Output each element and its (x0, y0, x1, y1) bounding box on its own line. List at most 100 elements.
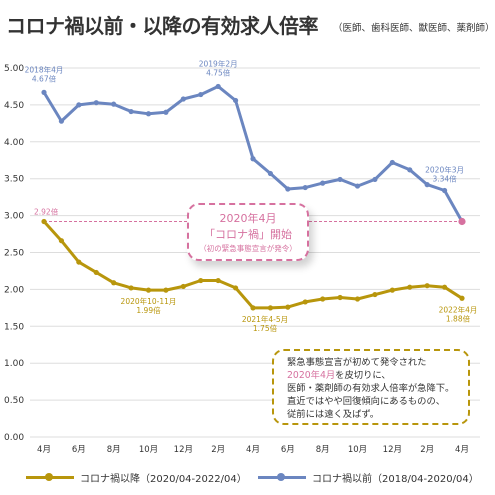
data-point (320, 296, 326, 302)
page-title: コロナ禍以前・以降の有効求人倍率 (6, 14, 319, 38)
callout-note: （初の緊急事態宣言が発令） (199, 244, 297, 253)
data-point (285, 304, 291, 310)
data-label: 2020年3月 (425, 165, 464, 175)
data-point (232, 97, 239, 104)
summary-line-5: 従前には遠く及ばず。 (287, 409, 380, 420)
summary-highlight: 2020年4月 (287, 370, 336, 381)
data-point (232, 285, 239, 291)
highlight-point (458, 217, 466, 226)
data-label: 3.34倍 (432, 174, 457, 184)
data-point (337, 294, 343, 301)
data-point (180, 96, 186, 102)
data-point (372, 291, 378, 298)
legend-swatch-after (26, 473, 74, 481)
x-tick-label: 10月 (348, 445, 367, 455)
data-point (93, 100, 99, 106)
data-label: 2018年4月 (25, 64, 64, 74)
data-point (354, 296, 361, 302)
data-point (76, 102, 82, 108)
callout-heading: 「コロナ禍」開始 (204, 228, 292, 241)
page-subtitle: （医師、歯科医師、獣医師、薬剤師） (333, 23, 495, 34)
data-point (354, 183, 361, 189)
legend-label-before: コロナ禍以前（2018/04-2020/04） (312, 474, 479, 485)
data-point (337, 176, 343, 183)
x-tick-label: 4月 (455, 445, 469, 455)
legend-swatch-before (258, 473, 306, 481)
series-lines (42, 84, 464, 310)
x-tick-label: 6月 (72, 445, 86, 455)
data-point (267, 170, 274, 177)
data-point (372, 176, 378, 183)
y-tick-label: 4.00 (4, 138, 24, 148)
data-point (407, 167, 413, 173)
data-point (285, 186, 291, 192)
x-tick-label: 2月 (211, 445, 225, 455)
y-tick-label: 2.00 (4, 285, 24, 295)
data-point (198, 277, 204, 284)
covid-start-callout: 2020年4月 「コロナ禍」開始 （初の緊急事態宣言が発令） (187, 203, 309, 261)
data-point (93, 269, 99, 276)
data-point (250, 156, 256, 162)
data-point (215, 277, 221, 284)
data-point (128, 285, 134, 291)
data-point (58, 118, 65, 124)
data-point (424, 283, 430, 289)
y-tick-label: 0.00 (4, 433, 24, 443)
data-point (58, 238, 65, 244)
data-point (198, 91, 204, 98)
y-tick-label: 3.00 (4, 212, 24, 222)
summary-line-1: 緊急事態宣言が初めて発令された (287, 357, 427, 368)
summary-line-2-rest: を皮切りに、 (335, 370, 391, 381)
data-point (389, 159, 395, 166)
y-tick-label: 3.50 (4, 175, 24, 185)
data-point (163, 109, 169, 115)
data-point (41, 218, 47, 225)
y-tick-label: 1.50 (4, 322, 24, 332)
y-tick-label: 0.50 (4, 396, 24, 406)
y-tick-label: 4.50 (4, 101, 24, 111)
summary-callout: 緊急事態宣言が初めて発令された 2020年4月を皮切りに、 医師・薬剤師の有効求… (272, 349, 470, 425)
data-point (111, 101, 117, 107)
data-point (302, 299, 308, 305)
y-tick-label: 1.00 (4, 359, 24, 369)
y-tick-label: 5.00 (4, 64, 24, 74)
data-point (180, 283, 186, 290)
x-tick-label: 12月 (383, 445, 402, 455)
data-point (41, 89, 47, 95)
data-point (407, 284, 413, 290)
x-axis-ticks: 4月 6月 8月 10月 12月 2月 4月 6月 8月 10月 12月 2月 4月 (37, 445, 469, 455)
data-label: 2020年10-11月 (121, 296, 177, 306)
y-tick-label: 2.50 (4, 249, 24, 259)
data-point (111, 280, 117, 286)
summary-line-3: 医師・薬剤師の有効求人倍率が急降下。 (287, 383, 455, 394)
data-point (145, 287, 152, 293)
x-tick-label: 4月 (37, 445, 51, 455)
data-point (441, 187, 448, 194)
data-point (145, 111, 152, 117)
data-label: 1.88倍 (446, 313, 471, 323)
x-tick-label: 10月 (139, 445, 158, 455)
legend-label-after: コロナ禍以降（2020/04-2022/04） (80, 474, 247, 485)
x-tick-label: 12月 (174, 445, 193, 455)
data-point (389, 287, 395, 293)
data-label: 4.75倍 (206, 67, 231, 77)
data-point (128, 108, 134, 115)
y-axis-ticks: 0.00 0.50 1.00 1.50 2.00 2.50 3.00 3.50 4.00 4.50… (4, 64, 24, 443)
x-tick-label: 8月 (107, 445, 121, 455)
data-label: 1.75倍 (253, 323, 278, 333)
data-point (163, 287, 169, 293)
summary-line-4: 直近ではやや回復傾向にあるものの、 (287, 396, 446, 407)
x-tick-label: 2月 (420, 445, 434, 455)
callout-date: 2020年4月 (219, 212, 277, 225)
data-point (441, 284, 448, 290)
data-point (267, 305, 274, 311)
legend-item-after: コロナ禍以降（2020/04-2022/04） (26, 470, 247, 485)
data-point (250, 305, 256, 311)
data-label: 2021年4-5月 (242, 314, 288, 324)
data-label: 2019年2月 (199, 58, 238, 68)
data-label: 2022年4月 (439, 304, 478, 314)
summary-line-2: 2020年4月を皮切りに、 (287, 369, 462, 382)
x-tick-label: 8月 (316, 445, 330, 455)
data-point (320, 180, 326, 186)
